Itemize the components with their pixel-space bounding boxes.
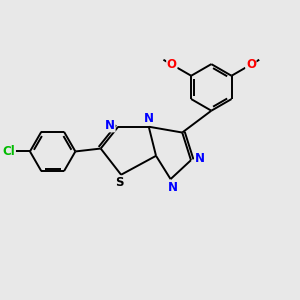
Text: S: S xyxy=(116,176,124,189)
Text: N: N xyxy=(168,181,178,194)
Text: N: N xyxy=(195,152,205,165)
Text: Cl: Cl xyxy=(3,145,15,158)
Text: N: N xyxy=(105,119,115,132)
Text: O: O xyxy=(246,58,256,71)
Text: N: N xyxy=(144,112,154,125)
Text: O: O xyxy=(167,58,177,71)
